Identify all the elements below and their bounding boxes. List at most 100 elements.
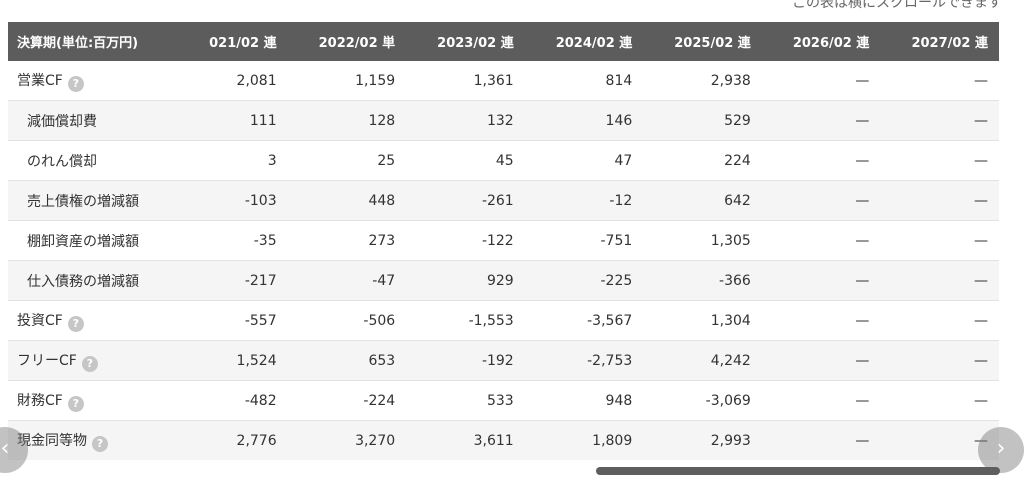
header-col: 2023/02 連: [415, 22, 534, 61]
table-cell: -47: [296, 260, 416, 301]
table-cell: —: [889, 140, 999, 181]
row-label-text: 営業CF: [17, 72, 63, 89]
help-icon[interactable]: ?: [92, 435, 108, 452]
table-row: 減価償却費 111 128 132 146 529— —: [8, 100, 999, 141]
table-cell: 1,809: [533, 420, 653, 460]
row-label: 営業CF?: [8, 61, 179, 101]
row-label: 財務CF?: [8, 380, 179, 421]
table-cell: 2,938: [652, 61, 771, 101]
table-cell: 529: [652, 100, 771, 141]
row-label: のれん償却: [8, 140, 179, 181]
table-cell: 653: [296, 340, 416, 381]
table-cell: -366: [652, 260, 771, 301]
table-cell: -482: [178, 380, 297, 421]
table-cell: 4,242: [652, 340, 771, 381]
table-cell: -2,753: [533, 340, 653, 381]
table-cell: 128: [296, 100, 416, 141]
table-cell: 1,159: [296, 61, 416, 101]
header-col: 2025/02 連: [652, 22, 771, 61]
table-cell: -192: [415, 340, 534, 381]
table-row: 財務CF? -482 -224 533 948 -3,069— —: [8, 380, 999, 421]
table-row: 仕入債務の増減額 -217 -47 929 -225 -366— —: [8, 260, 999, 301]
table-cell: -1,553: [415, 300, 534, 341]
table-cell: 25: [296, 140, 416, 181]
row-label-text: 売上債権の増減額: [27, 193, 139, 210]
table-cell: -751: [533, 220, 653, 261]
row-label: 売上債権の増減額: [8, 180, 179, 221]
table-cell: -224: [296, 380, 416, 421]
table-cell: 2,776: [178, 420, 297, 460]
row-label: 投資CF?: [8, 300, 179, 341]
table-cell: 533: [415, 380, 534, 421]
table-row: 投資CF? -557 -506 -1,553 -3,567 1,304— —: [8, 300, 999, 341]
table-cell: —: [889, 260, 999, 301]
table-cell: —: [770, 340, 890, 381]
table-cell: 1,361: [415, 61, 534, 101]
table-cell: —: [889, 61, 999, 101]
table-row: 棚卸資産の増減額 -35 273 -122 -751 1,305— —: [8, 220, 999, 261]
row-label: 現金同等物?: [8, 420, 179, 460]
table-cell: -217: [178, 260, 297, 301]
row-label-text: 棚卸資産の増減額: [27, 233, 139, 250]
table-cell: 3,611: [415, 420, 534, 460]
table-cell: 132: [415, 100, 534, 141]
help-icon[interactable]: ?: [67, 395, 84, 412]
table-cell: -122: [415, 220, 534, 261]
table-cell: —: [889, 300, 999, 341]
table-cell: —: [889, 220, 999, 261]
row-label-text: 減価償却費: [27, 113, 97, 130]
table-cell: —: [770, 180, 890, 221]
table-cell: -225: [533, 260, 653, 301]
row-label: フリーCF?: [8, 340, 179, 381]
row-label: 棚卸資産の増減額: [8, 220, 179, 261]
table-cell: —: [889, 380, 999, 421]
table-cell: -103: [178, 180, 297, 221]
chevron-right-icon: ›: [996, 436, 1006, 461]
chevron-left-icon: ‹: [0, 436, 10, 461]
table-cell: -12: [533, 180, 653, 221]
table-cell: 2,081: [178, 61, 297, 101]
table-header-row: 決算期(単位:百万円) 021/02 連 2022/02 単 2023/02 連…: [8, 22, 999, 61]
cashflow-table-container[interactable]: 決算期(単位:百万円) 021/02 連 2022/02 単 2023/02 連…: [8, 22, 999, 460]
table-row: 売上債権の増減額 -103 448 -261 -12 642— —: [8, 180, 999, 221]
table-cell: -3,567: [533, 300, 653, 341]
table-cell: -3,069: [652, 380, 771, 421]
table-cell: —: [770, 300, 890, 341]
help-icon[interactable]: ?: [67, 315, 84, 332]
table-cell: 47: [533, 140, 653, 181]
header-fiscal-period: 決算期(単位:百万円): [8, 22, 179, 61]
table-cell: 1,305: [652, 220, 771, 261]
table-cell: -261: [415, 180, 534, 221]
table-cell: —: [770, 260, 890, 301]
row-label-text: 仕入債務の増減額: [27, 273, 139, 290]
table-cell: 45: [415, 140, 534, 181]
table-cell: 224: [652, 140, 771, 181]
help-icon[interactable]: ?: [81, 355, 98, 372]
row-label-text: 投資CF: [17, 312, 63, 329]
table-cell: -506: [296, 300, 416, 341]
row-label: 仕入債務の増減額: [8, 260, 179, 301]
table-cell: 642: [652, 180, 771, 221]
row-label-text: フリーCF: [17, 352, 77, 369]
table-cell: 448: [296, 180, 416, 221]
header-col: 2026/02 連: [770, 22, 890, 61]
table-cell: 1,304: [652, 300, 771, 341]
table-cell: —: [770, 61, 890, 101]
table-cell: —: [770, 220, 890, 261]
table-cell: —: [889, 100, 999, 141]
help-icon[interactable]: ?: [67, 75, 84, 92]
table-cell: -557: [178, 300, 297, 341]
table-cell: 273: [296, 220, 416, 261]
row-label: 減価償却費: [8, 100, 179, 141]
table-cell: 146: [533, 100, 653, 141]
table-cell: 1,524: [178, 340, 297, 381]
header-col: 2024/02 連: [533, 22, 653, 61]
table-cell: —: [889, 420, 999, 460]
horizontal-scrollbar[interactable]: [596, 467, 1000, 475]
scroll-right-button[interactable]: ›: [978, 427, 1024, 473]
table-cell: 814: [533, 61, 653, 101]
table-row: フリーCF? 1,524 653 -192 -2,753 4,242— —: [8, 340, 999, 381]
table-row: 営業CF? 2,081 1,159 1,361 814 2,938— —: [8, 61, 999, 101]
header-col: 2027/02 連: [889, 22, 999, 61]
table-row: のれん償却 3 25 45 47 224— —: [8, 140, 999, 181]
